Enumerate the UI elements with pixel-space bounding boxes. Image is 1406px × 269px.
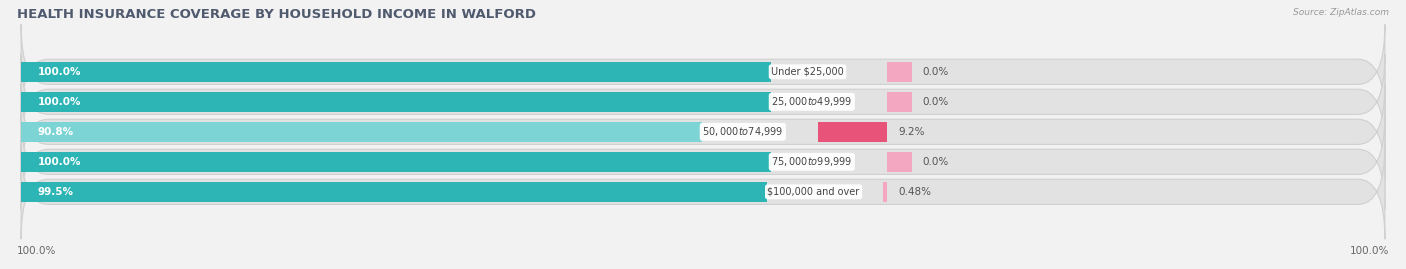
Text: $50,000 to $74,999: $50,000 to $74,999	[702, 125, 783, 138]
Bar	[887, 152, 911, 172]
Text: 0.0%: 0.0%	[922, 157, 949, 167]
Bar	[887, 92, 911, 112]
Text: Source: ZipAtlas.com: Source: ZipAtlas.com	[1294, 8, 1389, 17]
Bar	[21, 152, 772, 172]
FancyBboxPatch shape	[21, 114, 1385, 209]
FancyBboxPatch shape	[21, 144, 1385, 239]
Bar	[21, 182, 768, 202]
FancyBboxPatch shape	[21, 54, 1385, 149]
Bar	[883, 182, 887, 202]
Text: 0.48%: 0.48%	[898, 187, 931, 197]
Text: Under $25,000: Under $25,000	[772, 67, 844, 77]
Text: $100,000 and over: $100,000 and over	[768, 187, 859, 197]
Text: 100.0%: 100.0%	[38, 157, 82, 167]
Text: 100.0%: 100.0%	[17, 246, 56, 256]
Bar	[818, 122, 887, 142]
Text: 99.5%: 99.5%	[38, 187, 73, 197]
FancyBboxPatch shape	[21, 84, 1385, 179]
Bar	[21, 62, 772, 82]
Text: 0.0%: 0.0%	[922, 67, 949, 77]
Text: $25,000 to $49,999: $25,000 to $49,999	[772, 95, 852, 108]
Text: HEALTH INSURANCE COVERAGE BY HOUSEHOLD INCOME IN WALFORD: HEALTH INSURANCE COVERAGE BY HOUSEHOLD I…	[17, 8, 536, 21]
Bar	[887, 62, 911, 82]
Bar	[21, 92, 772, 112]
Text: 9.2%: 9.2%	[898, 127, 925, 137]
Bar	[21, 122, 702, 142]
Text: 100.0%: 100.0%	[38, 97, 82, 107]
Text: 0.0%: 0.0%	[922, 97, 949, 107]
Text: 100.0%: 100.0%	[1350, 246, 1389, 256]
Text: 90.8%: 90.8%	[38, 127, 73, 137]
FancyBboxPatch shape	[21, 24, 1385, 119]
Text: $75,000 to $99,999: $75,000 to $99,999	[772, 155, 852, 168]
Text: 100.0%: 100.0%	[38, 67, 82, 77]
